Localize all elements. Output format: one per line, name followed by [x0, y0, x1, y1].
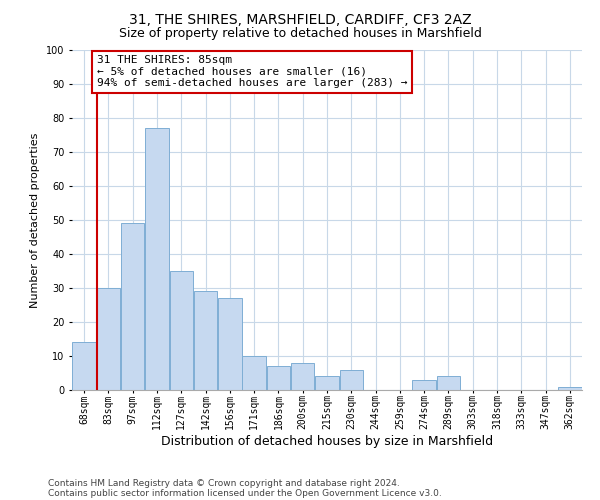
Bar: [340, 370, 363, 390]
Y-axis label: Number of detached properties: Number of detached properties: [31, 132, 40, 308]
Bar: [194, 292, 217, 390]
Text: Size of property relative to detached houses in Marshfield: Size of property relative to detached ho…: [119, 28, 481, 40]
Bar: [558, 386, 581, 390]
Bar: [170, 271, 193, 390]
Bar: [73, 342, 96, 390]
Bar: [437, 376, 460, 390]
Bar: [218, 298, 242, 390]
Bar: [291, 363, 314, 390]
Bar: [97, 288, 120, 390]
Text: Contains public sector information licensed under the Open Government Licence v3: Contains public sector information licen…: [48, 488, 442, 498]
Text: 31 THE SHIRES: 85sqm
← 5% of detached houses are smaller (16)
94% of semi-detach: 31 THE SHIRES: 85sqm ← 5% of detached ho…: [97, 55, 407, 88]
X-axis label: Distribution of detached houses by size in Marshfield: Distribution of detached houses by size …: [161, 435, 493, 448]
Text: Contains HM Land Registry data © Crown copyright and database right 2024.: Contains HM Land Registry data © Crown c…: [48, 478, 400, 488]
Bar: [266, 366, 290, 390]
Bar: [315, 376, 339, 390]
Bar: [412, 380, 436, 390]
Bar: [242, 356, 266, 390]
Bar: [121, 224, 145, 390]
Bar: [145, 128, 169, 390]
Text: 31, THE SHIRES, MARSHFIELD, CARDIFF, CF3 2AZ: 31, THE SHIRES, MARSHFIELD, CARDIFF, CF3…: [128, 12, 472, 26]
